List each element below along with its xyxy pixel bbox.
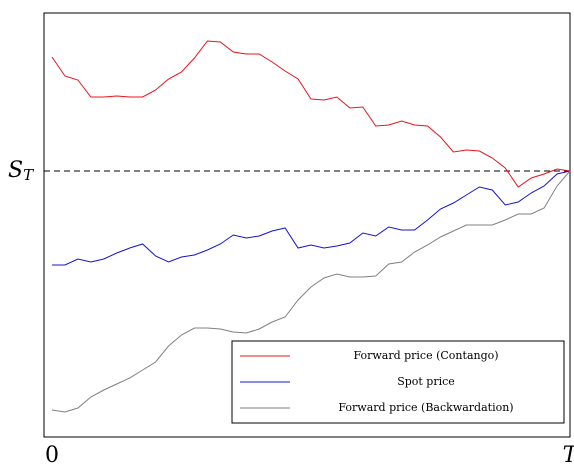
y-tick-label-main: S [8,158,23,183]
series-line [52,170,571,266]
y-tick-label: ST [8,158,34,184]
legend-label: Spot price [397,375,455,388]
legend-label: Forward price (Contango) [353,349,498,362]
plot-frame [43,12,571,438]
series-line [51,40,571,188]
series-line [51,170,571,413]
x-tick-label: 0 [45,443,59,468]
y-tick-label-subscript: T [23,166,34,184]
legend-label: Forward price (Backwardation) [338,401,513,414]
x-tick-label: T [563,443,574,468]
